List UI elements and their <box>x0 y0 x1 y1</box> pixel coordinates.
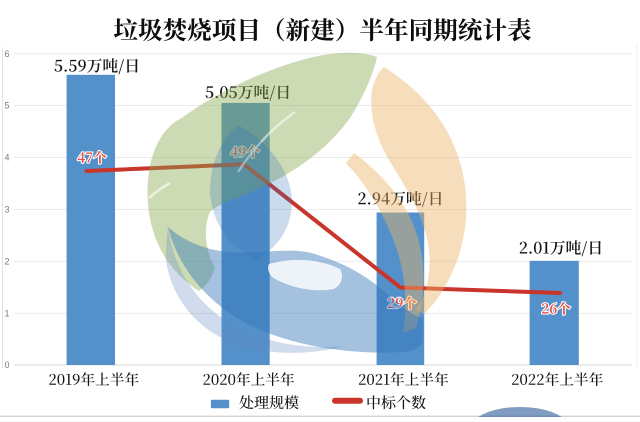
svg-text:2: 2 <box>4 257 9 267</box>
svg-text:6: 6 <box>4 49 9 59</box>
svg-text:1: 1 <box>4 309 9 319</box>
svg-text:4: 4 <box>4 153 9 163</box>
svg-text:0: 0 <box>4 360 9 370</box>
svg-text:3: 3 <box>4 205 9 215</box>
svg-text:5: 5 <box>4 101 9 111</box>
